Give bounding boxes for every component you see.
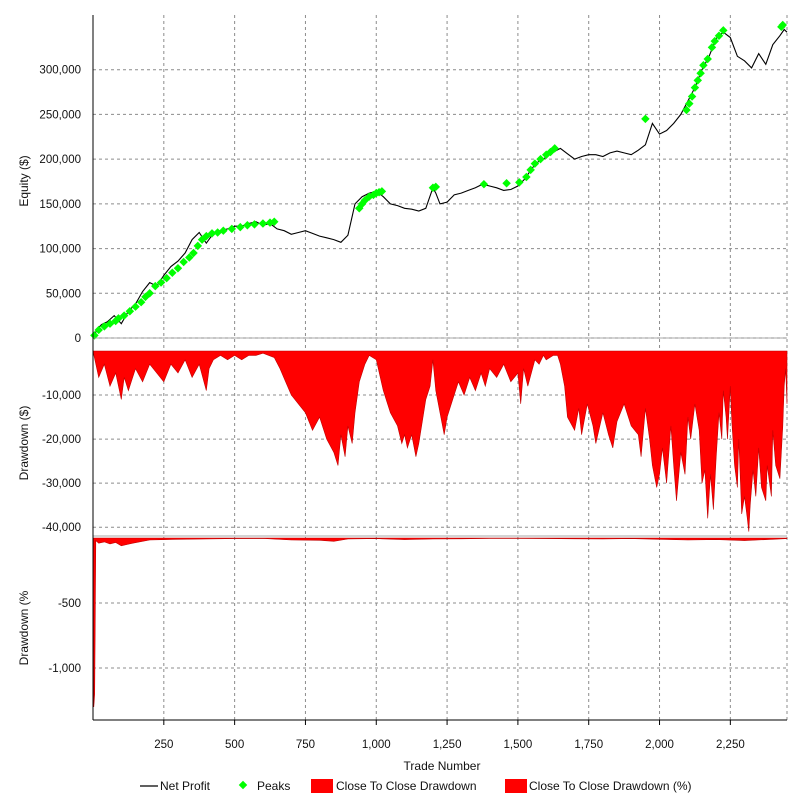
- peak-marker: [243, 221, 252, 230]
- drawdown_pct-area-series: [92, 537, 788, 708]
- legend-item-drawdown: Close To Close Drawdown: [311, 779, 477, 793]
- equity-y-tick-label: 250,000: [39, 109, 81, 121]
- peak-marker: [526, 165, 535, 175]
- x-tick-label: 2,250: [716, 739, 745, 751]
- drawdown-legend-swatch: [311, 779, 333, 793]
- net-profit-line: [92, 28, 788, 339]
- peak-marker: [515, 178, 524, 187]
- x-tick-label: 1,750: [574, 739, 603, 751]
- peak-marker: [179, 257, 188, 267]
- x-tick-label: 250: [154, 739, 173, 751]
- peak-marker: [151, 281, 160, 291]
- equity-panel: [90, 20, 788, 340]
- peak-marker: [431, 182, 441, 192]
- x-axis-title: Trade Number: [404, 759, 481, 773]
- x-tick-label: 1,000: [362, 739, 391, 751]
- drawdown-pct-panel: [92, 537, 788, 708]
- axes: [92, 15, 787, 725]
- peak-marker: [236, 222, 245, 232]
- drawdown-y-tick-label: -20,000: [42, 434, 81, 446]
- drawdown_pct-y-tick-label: -500: [58, 598, 81, 610]
- peak-marker: [719, 26, 728, 35]
- peak-marker: [136, 297, 146, 307]
- drawdown-pct-legend-label: Close To Close Drawdown (%): [529, 779, 692, 793]
- peak-marker: [703, 54, 712, 64]
- peak-marker: [185, 253, 194, 262]
- x-tick-label: 1,500: [504, 739, 533, 751]
- drawdown-legend-label: Close To Close Drawdown: [336, 779, 477, 793]
- drawdown-y-tick-label: -10,000: [42, 390, 81, 402]
- drawdown-axis-title: Drawdown ($): [17, 406, 31, 481]
- peak-marker: [690, 83, 700, 92]
- peaks-legend-marker: [238, 780, 248, 790]
- legend-item-peaks: Peaks: [238, 779, 290, 793]
- net-profit-legend-label: Net Profit: [160, 779, 211, 793]
- legend-item-drawdown-pct: Close To Close Drawdown (%): [505, 779, 692, 793]
- peak-marker: [162, 273, 171, 283]
- peak-marker: [522, 172, 531, 182]
- peak-marker: [168, 268, 177, 277]
- peak-marker: [479, 179, 489, 189]
- x-tick-label: 2,000: [645, 739, 674, 751]
- peak-marker: [502, 179, 511, 188]
- legend: Net Profit Peaks Close To Close Drawdown…: [140, 779, 692, 793]
- peak-marker: [219, 226, 228, 235]
- peak-marker: [250, 220, 259, 229]
- equity-y-tick-label: 150,000: [39, 199, 81, 211]
- peak-marker: [696, 69, 705, 78]
- drawdown_pct-y-tick-label: -1,000: [48, 663, 81, 675]
- peak-marker: [536, 154, 545, 164]
- peak-marker: [156, 278, 166, 287]
- x-tick-label: 1,250: [433, 739, 462, 751]
- equity-axis-title: Equity ($): [17, 155, 31, 206]
- peak-marker: [173, 263, 183, 273]
- peak-marker: [693, 76, 702, 85]
- peak-marker: [699, 61, 708, 70]
- legend-item-net-profit: Net Profit: [140, 779, 211, 793]
- peak-marker: [145, 289, 154, 298]
- peak-marker: [193, 241, 203, 251]
- tick-labels: 250 500 750 1,000 1,250 1,500 1,750 2,000 2,250 0…: [39, 65, 744, 751]
- peak-marker: [377, 187, 387, 196]
- peak-marker: [641, 114, 650, 124]
- equity-y-tick-label: 0: [75, 333, 81, 345]
- drawdown-area-series: [92, 350, 788, 532]
- drawdown-pct-legend-swatch: [505, 779, 527, 793]
- peak-marker: [714, 31, 724, 40]
- peak-marker: [207, 229, 217, 238]
- peak-marker: [94, 325, 103, 335]
- equity-y-tick-label: 100,000: [39, 244, 81, 256]
- x-tick-label: 500: [225, 739, 244, 751]
- drawdown-y-tick-label: -40,000: [42, 522, 81, 534]
- drawdown-panel: [92, 350, 788, 532]
- drawdown-y-tick-label: -30,000: [42, 478, 81, 490]
- drawdown-pct-axis-title: Drawdown (%: [17, 590, 31, 665]
- peak-marker: [258, 219, 268, 228]
- equity-y-tick-label: 200,000: [39, 154, 81, 166]
- equity-y-tick-label: 50,000: [46, 288, 81, 300]
- x-tick-label: 750: [296, 739, 315, 751]
- peaks-legend-label: Peaks: [257, 779, 290, 793]
- equity-y-tick-label: 300,000: [39, 65, 81, 77]
- peak-marker: [131, 302, 140, 311]
